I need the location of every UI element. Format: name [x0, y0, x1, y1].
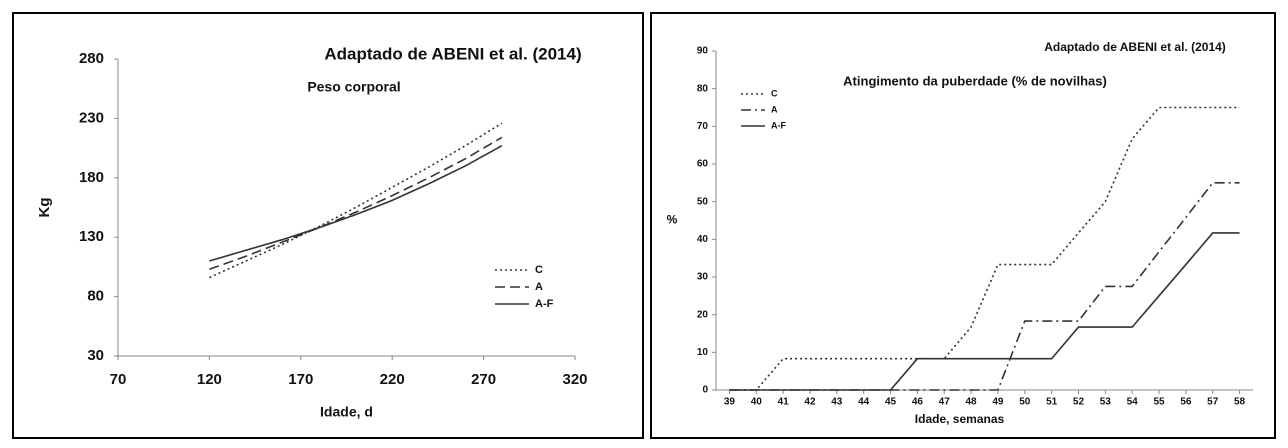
legend-label: A-F — [535, 298, 554, 310]
x-tick-label: 54 — [1127, 397, 1139, 408]
x-tick-label: 320 — [562, 371, 587, 388]
x-tick-label: 43 — [831, 397, 843, 408]
legend-label: A — [771, 104, 778, 114]
annotation: Adaptado de ABENI et al. (2014) — [1044, 40, 1226, 54]
x-tick-label: 58 — [1234, 397, 1246, 408]
y-tick-label: 30 — [87, 347, 104, 364]
series-line — [209, 145, 503, 262]
x-tick-label: 220 — [380, 371, 405, 388]
x-tick-label: 42 — [804, 397, 816, 408]
y-tick-label: 30 — [697, 272, 709, 283]
x-tick-label: 45 — [885, 397, 897, 408]
y-tick-label: 0 — [702, 385, 708, 396]
series-line — [729, 232, 1240, 391]
x-tick-label: 120 — [197, 371, 222, 388]
legend-label: C — [535, 264, 543, 276]
x-tick-label: 70 — [110, 371, 127, 388]
x-tick-label: 55 — [1153, 397, 1165, 408]
legend-label: C — [771, 88, 778, 98]
x-tick-label: 39 — [724, 397, 736, 408]
y-axis-label: Kg — [36, 198, 53, 218]
x-axis-label: Idade, d — [320, 404, 373, 420]
x-tick-label: 270 — [471, 371, 496, 388]
y-tick-label: 230 — [79, 109, 104, 126]
x-tick-label: 44 — [858, 397, 870, 408]
y-tick-label: 130 — [79, 228, 104, 245]
x-axis-label: Idade, semanas — [915, 412, 1005, 426]
x-tick-label: 170 — [288, 371, 313, 388]
panel-frame — [12, 12, 644, 439]
y-tick-label: 90 — [697, 46, 709, 57]
chart-title: Atingimento da puberdade (% de novilhas) — [843, 73, 1107, 88]
x-tick-label: 57 — [1207, 397, 1219, 408]
x-tick-label: 41 — [778, 397, 790, 408]
series-line — [209, 136, 503, 271]
x-tick-label: 56 — [1180, 397, 1192, 408]
y-tick-label: 80 — [87, 288, 104, 305]
x-tick-label: 48 — [966, 397, 978, 408]
y-tick-label: 180 — [79, 169, 104, 186]
y-axis-label: % — [667, 213, 678, 227]
y-tick-label: 80 — [697, 83, 709, 94]
panel-frame — [650, 12, 1276, 439]
y-tick-label: 10 — [697, 347, 709, 358]
annotation: Adaptado de ABENI et al. (2014) — [324, 44, 581, 63]
x-tick-label: 47 — [939, 397, 951, 408]
x-tick-label: 40 — [751, 397, 763, 408]
y-tick-label: 280 — [79, 50, 104, 67]
chart-title: Peso corporal — [307, 79, 400, 95]
x-tick-label: 53 — [1100, 397, 1112, 408]
y-tick-label: 70 — [697, 121, 709, 132]
x-tick-label: 52 — [1073, 397, 1085, 408]
legend-label: A-F — [771, 120, 786, 130]
x-tick-label: 46 — [912, 397, 924, 408]
y-tick-label: 20 — [697, 309, 709, 320]
x-tick-label: 51 — [1046, 397, 1058, 408]
x-tick-label: 50 — [1019, 397, 1031, 408]
y-tick-label: 50 — [697, 196, 709, 207]
legend-label: A — [535, 281, 543, 293]
x-tick-label: 49 — [992, 397, 1004, 408]
y-tick-label: 60 — [697, 159, 709, 170]
y-tick-label: 40 — [697, 234, 709, 245]
